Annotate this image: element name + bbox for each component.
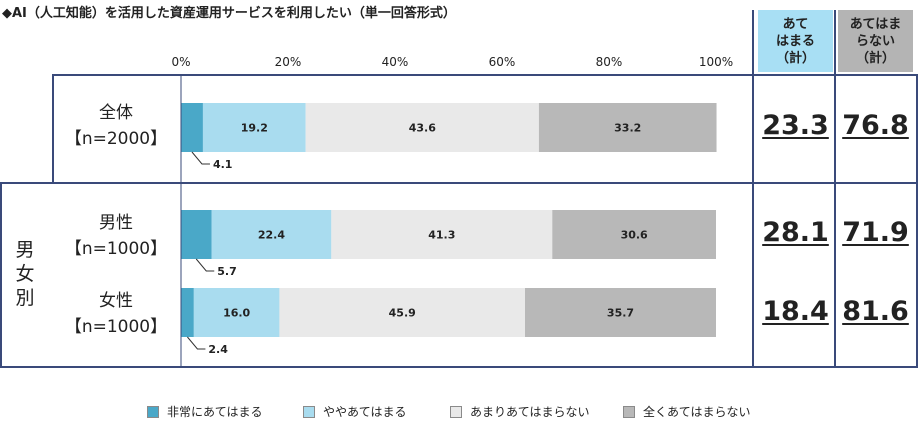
data-label-overall-4: 33.2 [614,122,641,135]
row-label-female: 女性 【n=1000】 [62,288,170,340]
data-label-female-3: 45.9 [389,307,416,320]
data-label-male-1: 5.7 [217,265,237,278]
legend-swatch [303,405,315,418]
row-name-overall: 全体 [99,103,133,123]
x-tick-label: 80% [596,55,623,69]
legend-item: ややあてはまる [303,403,407,420]
total-column-divider-mid [834,10,836,368]
legend-label: ややあてはまる [323,405,407,419]
callout-line-female [187,336,206,350]
x-tick-label: 0% [171,55,190,69]
x-tick-label: 20% [275,55,302,69]
legend-item: 全くあてはまらない [623,403,751,420]
x-tick-label: 60% [489,55,516,69]
row-label-overall: 全体 【n=2000】 [62,100,170,152]
data-label-overall-3: 43.6 [409,122,436,135]
callout-line-overall [191,151,210,165]
x-tick-label: 100% [699,55,733,69]
data-label-male-4: 30.6 [621,229,648,242]
agree-total-header: あて はまる （計） [758,10,833,72]
legend-swatch [147,405,159,418]
bar-segment-female-2 [193,288,280,337]
legend-item: 非常にあてはまる [147,403,263,420]
row-n-overall: 【n=2000】 [64,129,168,149]
callout-line-male [195,258,215,272]
agree-total-male: 28.1 [762,217,829,248]
legend-label: 全くあてはまらない [643,405,751,419]
disagree-total-overall: 76.8 [842,110,909,141]
bar-segment-male-4 [552,210,716,259]
legend-label: あまりあてはまらない [470,405,590,419]
bar-segment-overall-3 [305,103,539,152]
row-n-female: 【n=1000】 [64,317,168,337]
bar-segment-overall-1 [181,103,203,152]
data-label-male-3: 41.3 [428,229,455,242]
total-column-divider-left [752,10,754,368]
bar-segment-female-1 [181,288,194,337]
data-label-overall-2: 19.2 [241,122,268,135]
row-n-male: 【n=1000】 [64,239,168,259]
data-label-female-2: 16.0 [223,307,250,320]
bar-segment-male-2 [211,210,332,259]
legend-swatch [450,405,462,418]
bar-segment-male-3 [331,210,553,259]
gender-group-frame [0,182,918,368]
agree-total-overall: 23.3 [762,110,829,141]
legend-swatch [623,405,635,418]
legend-label: 非常にあてはまる [167,405,263,419]
chart-title: ◆AI（人工知能）を活用した資産運用サービスを利用したい（単一回答形式） [2,6,456,21]
data-label-female-4: 35.7 [607,307,634,320]
disagree-total-male: 71.9 [842,217,909,248]
legend-item: あまりあてはまらない [450,403,590,420]
row-name-male: 男性 [99,213,133,233]
row-name-female: 女性 [99,291,133,311]
data-label-overall-1: 4.1 [213,158,233,171]
data-label-female-1: 2.4 [208,343,228,356]
disagree-total-header: あてはま らない （計） [838,10,913,72]
bar-segment-female-3 [279,288,526,337]
disagree-total-female: 81.6 [842,296,909,327]
bar-segment-overall-4 [538,103,717,152]
gender-group-label: 男 女 別 [15,239,35,309]
row-label-male: 男性 【n=1000】 [62,210,170,262]
data-label-male-2: 22.4 [258,229,285,242]
agree-total-female: 18.4 [762,296,829,327]
bar-segment-male-1 [181,210,212,259]
x-tick-label: 40% [382,55,409,69]
bar-segment-overall-2 [202,103,306,152]
bar-segment-female-4 [525,288,716,337]
